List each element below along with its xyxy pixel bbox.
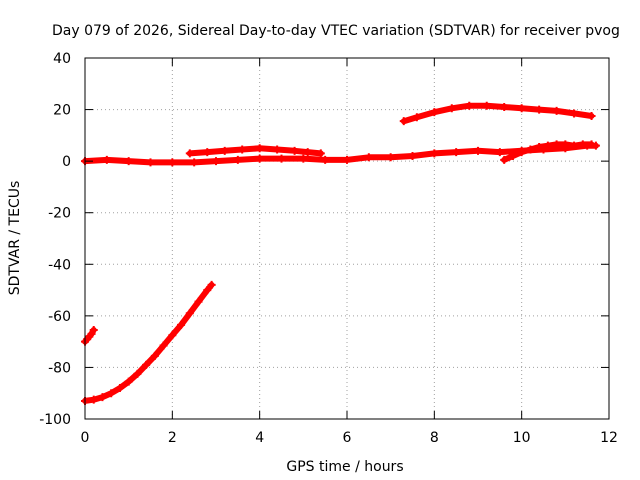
data-point [168, 158, 177, 167]
series-track-e [399, 101, 596, 126]
data-point [482, 101, 491, 110]
data-point [98, 393, 107, 402]
data-point [177, 320, 186, 329]
x-tick-label: 6 [343, 430, 352, 446]
data-point [495, 148, 504, 157]
data-point [190, 158, 199, 167]
data-point [255, 144, 264, 153]
y-axis-label: SDTVAR / TECUs [7, 181, 23, 296]
data-point [207, 280, 216, 289]
data-point [150, 351, 159, 360]
data-point [142, 360, 151, 369]
data-point [185, 149, 194, 158]
data-point [587, 112, 596, 121]
data-point [220, 146, 229, 155]
data-point [517, 104, 526, 113]
data-point [526, 145, 535, 154]
data-point [500, 102, 509, 111]
series-track-b [81, 280, 216, 405]
y-tick-label: 40 [53, 51, 71, 67]
data-point [412, 113, 421, 122]
series-track-f [500, 140, 596, 164]
x-axis-label: GPS time / hours [286, 459, 403, 475]
x-tick-label: 12 [600, 430, 618, 446]
y-tick-label: 20 [53, 103, 71, 119]
x-tick-label: 4 [255, 430, 264, 446]
series-trace [400, 102, 595, 125]
data-point [399, 117, 408, 126]
data-point [303, 148, 312, 157]
data-point [233, 155, 242, 164]
data-point [587, 140, 596, 149]
y-tick-label: -100 [39, 412, 71, 428]
data-point [552, 106, 561, 115]
data-point [212, 157, 220, 166]
data-point [299, 154, 308, 163]
data-point [364, 153, 373, 162]
data-point [343, 155, 351, 164]
data-point [255, 154, 264, 163]
data-point [115, 384, 124, 393]
chart-title: Day 079 of 2026, Sidereal Day-to-day VTE… [52, 23, 620, 39]
data-point [535, 142, 544, 151]
data-point [570, 109, 579, 118]
data-point [543, 141, 552, 150]
x-tick-label: 0 [81, 430, 90, 446]
data-point [194, 297, 203, 306]
data-point [133, 369, 142, 378]
data-point [386, 153, 395, 162]
data-point [570, 141, 579, 150]
data-point [447, 104, 456, 113]
data-point [107, 389, 116, 398]
data-point [517, 148, 526, 157]
data-point [238, 145, 247, 154]
data-point [561, 140, 570, 149]
y-tick-label: -80 [48, 360, 71, 376]
data-point [159, 341, 168, 350]
data-point [508, 151, 517, 160]
data-point [500, 155, 509, 164]
data-point [316, 149, 325, 158]
data-point [408, 151, 417, 160]
x-tick-label: 8 [430, 430, 439, 446]
y-tick-label: 0 [62, 154, 71, 170]
data-point [535, 105, 544, 114]
data-point [277, 154, 286, 163]
data-point [430, 149, 439, 158]
y-tick-label: -40 [48, 257, 71, 273]
data-point [146, 158, 155, 167]
y-tick-label: -60 [48, 309, 71, 325]
axis-ticks: 0 2 4 6 8 10 12 -100 -80 -60 -40 -20 0 20 40 [39, 51, 618, 446]
data-point [578, 140, 587, 149]
data-point [203, 148, 212, 157]
data-point [430, 108, 439, 117]
y-tick-label: -20 [48, 206, 71, 222]
data-point [290, 146, 299, 155]
grid-lines [85, 58, 609, 419]
data-point [124, 157, 133, 166]
data-point [168, 331, 177, 340]
series-track-d [185, 144, 325, 158]
x-tick-label: 10 [513, 430, 531, 446]
data-point [552, 140, 561, 149]
data-point [273, 145, 282, 154]
data-point [321, 155, 330, 164]
x-tick-label: 2 [168, 430, 177, 446]
series-trace [82, 281, 215, 404]
data-point [474, 146, 482, 155]
data-point [89, 326, 98, 335]
data-point [185, 309, 194, 318]
data-point [124, 377, 133, 386]
series-track-a [81, 326, 98, 346]
data-point [465, 101, 474, 110]
data-point [102, 155, 111, 164]
data-point [203, 286, 212, 295]
data-point [89, 395, 98, 404]
data-series [81, 101, 600, 405]
data-point [452, 148, 461, 157]
